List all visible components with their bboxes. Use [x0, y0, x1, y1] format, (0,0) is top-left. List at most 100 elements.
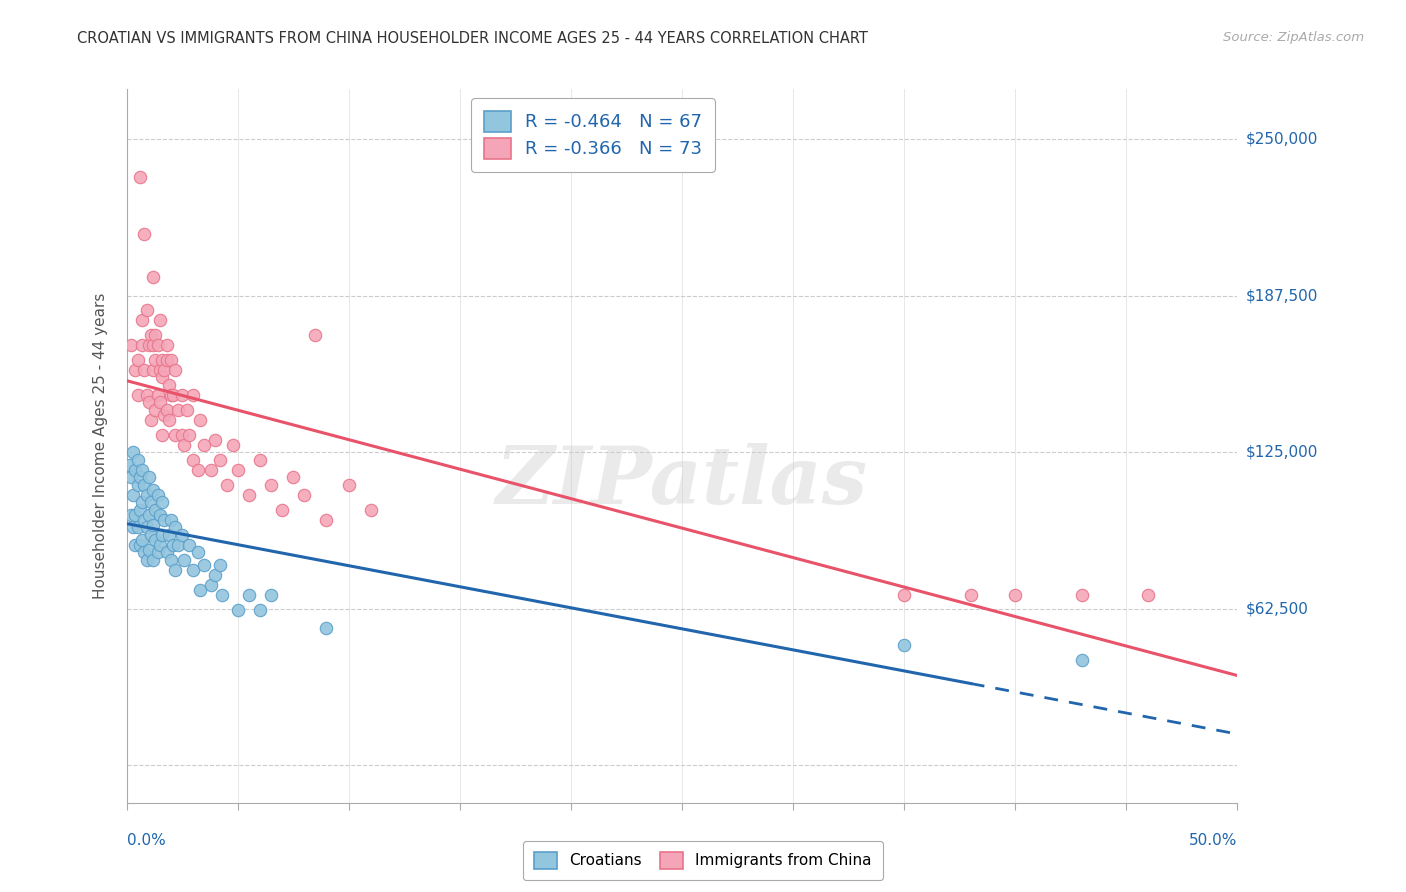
Text: $250,000: $250,000: [1246, 132, 1317, 147]
Point: [153, 362, 176, 376]
Point: [215, 478, 238, 492]
Point: [120, 337, 142, 351]
Point: [177, 538, 200, 552]
Point: [315, 513, 337, 527]
Text: $187,500: $187,500: [1246, 288, 1317, 303]
Point: [238, 588, 260, 602]
Point: [134, 478, 156, 492]
Point: [165, 362, 187, 376]
Point: [139, 327, 162, 342]
Point: [149, 538, 172, 552]
Point: [149, 312, 172, 326]
Point: [150, 352, 173, 367]
Legend: R = -0.464   N = 67, R = -0.366   N = 73: R = -0.464 N = 67, R = -0.366 N = 73: [471, 98, 716, 171]
Point: [134, 545, 156, 559]
Point: [122, 520, 145, 534]
Point: [145, 503, 167, 517]
Point: [149, 508, 172, 522]
Point: [200, 578, 222, 592]
Point: [162, 387, 184, 401]
Point: [162, 538, 184, 552]
Point: [271, 503, 294, 517]
Point: [131, 312, 153, 326]
Point: [166, 402, 188, 417]
Point: [337, 478, 360, 492]
Point: [131, 463, 153, 477]
Point: [1070, 588, 1092, 602]
Point: [155, 337, 177, 351]
Point: [165, 563, 187, 577]
Point: [145, 533, 167, 547]
Point: [160, 387, 183, 401]
Point: [181, 452, 204, 467]
Point: [124, 362, 146, 376]
Point: [187, 463, 209, 477]
Point: [134, 513, 156, 527]
Point: [226, 463, 249, 477]
Point: [142, 517, 165, 532]
Point: [122, 488, 145, 502]
Point: [142, 270, 165, 285]
Point: [146, 545, 169, 559]
Point: [142, 337, 165, 351]
Point: [249, 603, 271, 617]
Point: [249, 452, 271, 467]
Point: [127, 520, 149, 534]
Point: [139, 413, 162, 427]
Point: [208, 452, 231, 467]
Point: [187, 545, 209, 559]
Text: Source: ZipAtlas.com: Source: ZipAtlas.com: [1223, 31, 1364, 45]
Point: [139, 528, 162, 542]
Point: [166, 538, 188, 552]
Point: [893, 638, 915, 652]
Point: [120, 508, 142, 522]
Y-axis label: Householder Income Ages 25 - 44 years: Householder Income Ages 25 - 44 years: [93, 293, 108, 599]
Point: [172, 387, 194, 401]
Point: [138, 542, 160, 557]
Point: [211, 588, 233, 602]
Point: [127, 352, 149, 367]
Point: [127, 478, 149, 492]
Point: [145, 327, 167, 342]
Point: [149, 395, 172, 409]
Point: [200, 463, 222, 477]
Point: [134, 362, 156, 376]
Point: [142, 362, 165, 376]
Point: [160, 352, 183, 367]
Point: [135, 302, 157, 317]
Point: [153, 408, 176, 422]
Point: [188, 582, 211, 597]
Text: ZIPatlas: ZIPatlas: [496, 443, 868, 520]
Point: [128, 470, 150, 484]
Point: [127, 452, 149, 467]
Point: [153, 513, 176, 527]
Point: [138, 508, 160, 522]
Point: [208, 558, 231, 572]
Text: CROATIAN VS IMMIGRANTS FROM CHINA HOUSEHOLDER INCOME AGES 25 - 44 YEARS CORRELAT: CROATIAN VS IMMIGRANTS FROM CHINA HOUSEH…: [77, 31, 869, 46]
Point: [155, 352, 177, 367]
Point: [160, 513, 183, 527]
Point: [157, 377, 180, 392]
Point: [120, 470, 142, 484]
Point: [124, 538, 146, 552]
Point: [134, 227, 156, 242]
Point: [138, 470, 160, 484]
Point: [138, 337, 160, 351]
Point: [173, 553, 195, 567]
Point: [149, 362, 172, 376]
Point: [157, 528, 180, 542]
Point: [150, 370, 173, 384]
Point: [145, 352, 167, 367]
Point: [204, 433, 226, 447]
Text: $125,000: $125,000: [1246, 445, 1317, 459]
Point: [124, 508, 146, 522]
Point: [281, 470, 304, 484]
Point: [1004, 588, 1026, 602]
Point: [135, 520, 157, 534]
Point: [142, 553, 165, 567]
Point: [139, 495, 162, 509]
Point: [146, 337, 169, 351]
Point: [135, 553, 157, 567]
Point: [188, 413, 211, 427]
Point: [304, 327, 326, 342]
